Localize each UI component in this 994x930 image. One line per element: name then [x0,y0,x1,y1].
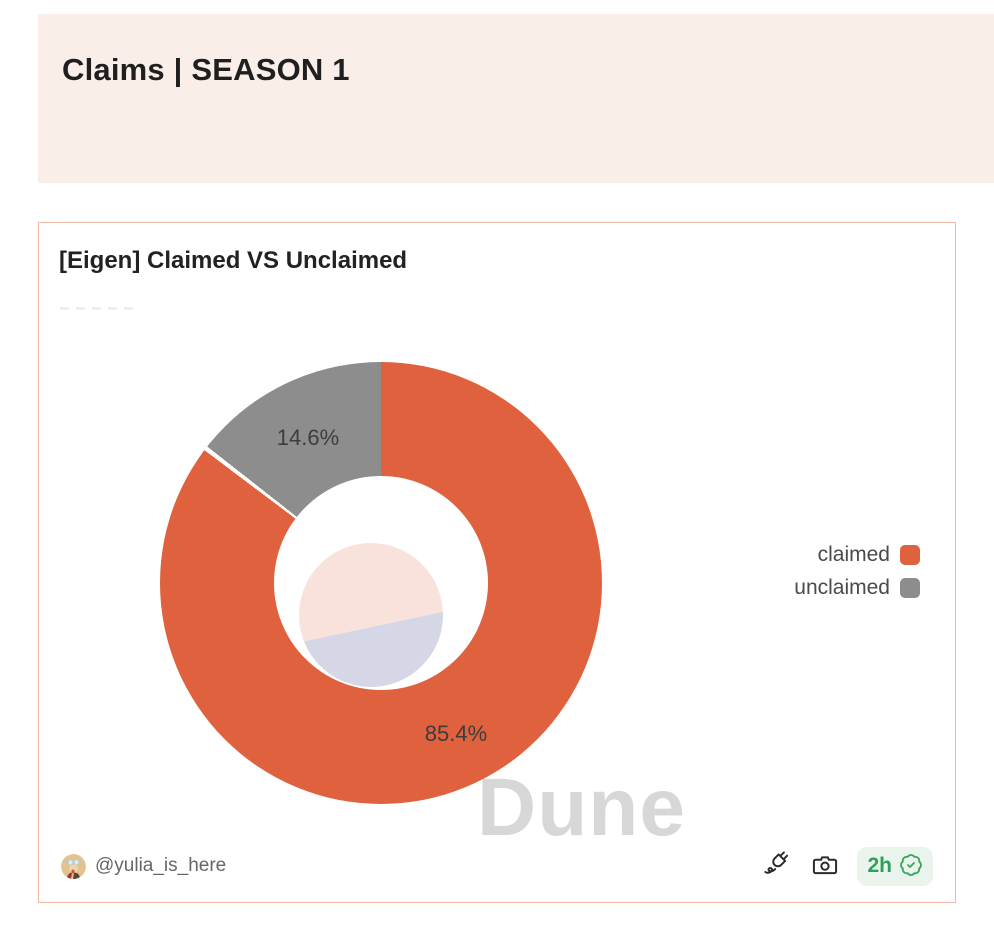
legend-label: claimed [817,543,890,566]
author-avatar [61,853,86,879]
legend-swatch-claimed [900,545,920,565]
legend-item-unclaimed[interactable]: unclaimed [794,576,920,600]
legend-label: unclaimed [794,576,890,599]
author-link[interactable]: @yulia_is_here [61,853,227,879]
last-updated-badge[interactable]: 2h [857,846,933,886]
center-avatar-watermark [299,543,443,687]
donut-chart[interactable]: 14.6% 85.4% [160,362,602,804]
slice-label-claimed: 85.4% [424,721,488,746]
card-footer: @yulia_is_here [39,844,955,888]
plug-icon [763,849,793,884]
legend-swatch-unclaimed [900,578,920,598]
author-handle: @yulia_is_here [95,855,227,876]
dashboard-title: Claims | SEASON 1 [62,52,350,87]
legend-item-claimed[interactable]: claimed [794,543,920,567]
faded-subtitle [60,307,133,310]
camera-icon [811,851,839,882]
dashboard-header: Claims | SEASON 1 [38,14,994,183]
dune-watermark: Dune [477,762,686,853]
last-updated-text: 2h [867,854,892,877]
verified-badge-icon [899,853,923,880]
slice-label-unclaimed: 14.6% [276,425,340,450]
chart-widget-card: [Eigen] Claimed VS Unclaimed 14.6% 85.4%… [38,222,956,903]
chart-title[interactable]: [Eigen] Claimed VS Unclaimed [59,247,408,274]
footer-actions: 2h [763,846,933,886]
screenshot-button[interactable] [811,851,839,882]
chart-legend: claimed unclaimed [794,543,920,600]
plug-button[interactable] [763,849,793,884]
